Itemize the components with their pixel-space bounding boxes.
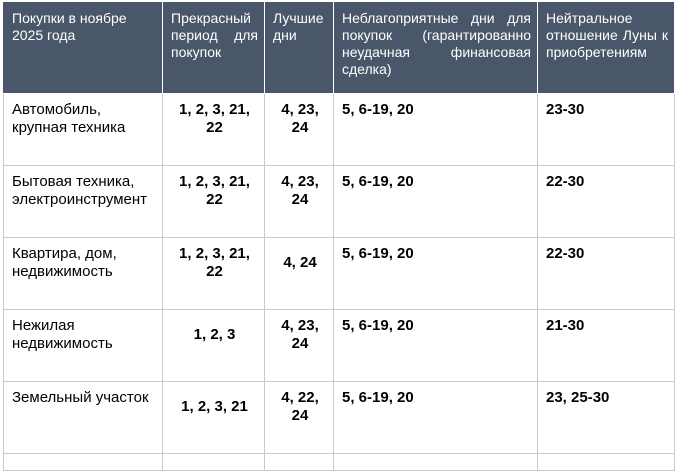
row-category: Квартира, дом, недвижимость (3, 236, 163, 310)
cell-neutral: 21-30 (537, 308, 675, 382)
empty-cell (333, 452, 538, 471)
cell-best: 4, 23, 24 (264, 164, 334, 238)
row-category: Бытовая техника, электроинструмент (3, 164, 163, 238)
cell-unfavorable: 5, 6-19, 20 (333, 164, 538, 238)
row-category: Нежилая недвижимость (3, 308, 163, 382)
header-neutral-moon: Нейтральное отношение Луны к приобретени… (537, 2, 675, 94)
empty-cell (537, 452, 675, 471)
header-unfavorable-days: Неблагоприятные дни для покупок (гаранти… (333, 2, 538, 94)
cell-best: 4, 23, 24 (264, 308, 334, 382)
cell-best: 4, 22, 24 (264, 380, 334, 454)
table-row: Автомобиль, крупная техника 1, 2, 3, 21,… (3, 92, 675, 166)
cell-excellent: 1, 2, 3, 21 (162, 380, 265, 454)
empty-cell (3, 452, 163, 471)
cell-excellent: 1, 2, 3, 21, 22 (162, 92, 265, 166)
table-row: Бытовая техника, электроинструмент 1, 2,… (3, 164, 675, 238)
cell-excellent: 1, 2, 3, 21, 22 (162, 164, 265, 238)
table-row: Земельный участок 1, 2, 3, 21 4, 22, 24 … (3, 380, 675, 454)
cell-neutral: 23, 25-30 (537, 380, 675, 454)
cell-unfavorable: 5, 6-19, 20 (333, 236, 538, 310)
header-excellent-period: Прекрасный период для покупок (162, 2, 265, 94)
cell-best: 4, 24 (264, 236, 334, 310)
header-row: Покупки в ноябре 2025 года Прекрасный пе… (3, 2, 675, 94)
header-category: Покупки в ноябре 2025 года (3, 2, 163, 94)
row-category: Автомобиль, крупная техника (3, 92, 163, 166)
cell-neutral: 23-30 (537, 92, 675, 166)
empty-cell (162, 452, 265, 471)
cell-neutral: 22-30 (537, 164, 675, 238)
cell-excellent: 1, 2, 3, 21, 22 (162, 236, 265, 310)
table-row: Нежилая недвижимость 1, 2, 3 4, 23, 24 5… (3, 308, 675, 382)
cell-unfavorable: 5, 6-19, 20 (333, 92, 538, 166)
row-category: Земельный участок (3, 380, 163, 454)
cell-excellent: 1, 2, 3 (162, 308, 265, 382)
cell-unfavorable: 5, 6-19, 20 (333, 380, 538, 454)
cell-best: 4, 23, 24 (264, 92, 334, 166)
cell-unfavorable: 5, 6-19, 20 (333, 308, 538, 382)
table-row-partial (3, 452, 675, 471)
header-best-days: Лучшие дни (264, 2, 334, 94)
empty-cell (264, 452, 334, 471)
purchases-calendar-table: Покупки в ноябре 2025 года Прекрасный пе… (3, 2, 675, 471)
cell-neutral: 22-30 (537, 236, 675, 310)
table-row: Квартира, дом, недвижимость 1, 2, 3, 21,… (3, 236, 675, 310)
